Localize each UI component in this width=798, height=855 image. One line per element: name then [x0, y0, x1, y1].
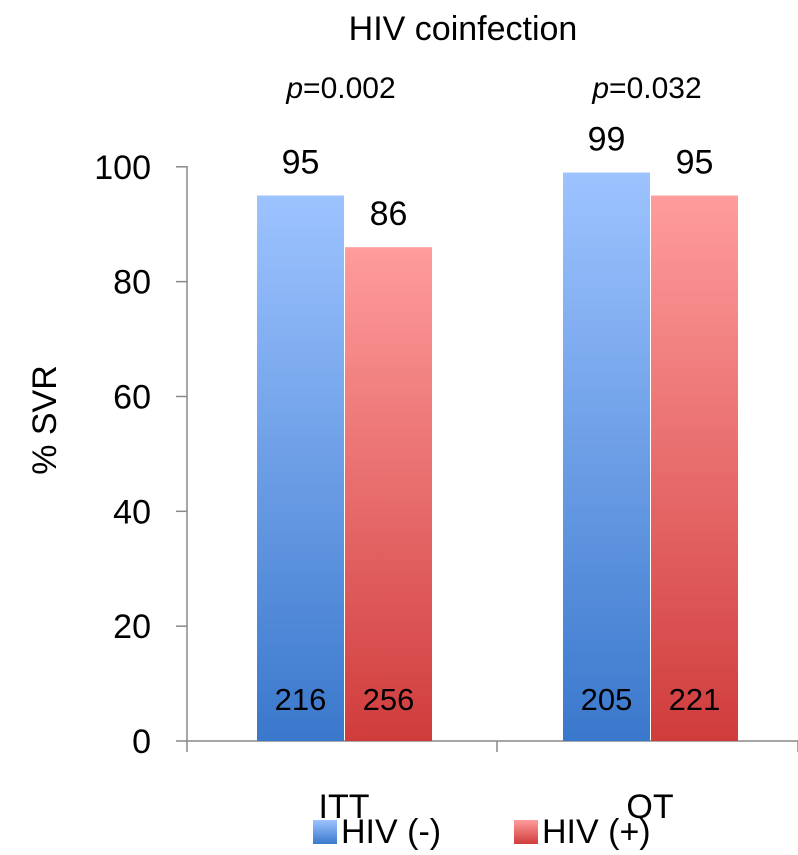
bars [257, 172, 738, 742]
y-axis-label: % SVR [26, 365, 64, 475]
bar-value-label: 99 [588, 121, 626, 159]
bar-n-label: 221 [669, 682, 721, 717]
bar-value-label: 95 [282, 144, 320, 182]
legend: HIV (-) HIV (+) [313, 813, 651, 851]
x-tick-label: OT [626, 788, 673, 826]
y-tick-label: 20 [113, 608, 151, 646]
legend-item-hiv-negative: HIV (-) [313, 813, 441, 851]
y-tick-label: 60 [113, 378, 151, 416]
y-ticks: 0 20 40 60 80 100 [94, 149, 187, 761]
labels: 95 216 86 256 p=0.002 99 205 95 221 p=0.032 [275, 72, 721, 717]
chart-title: HIV coinfection [349, 10, 578, 48]
y-tick-label: 80 [113, 264, 151, 302]
bar [345, 247, 432, 742]
y-tick-label: 40 [113, 493, 151, 531]
p-value-label: p=0.032 [591, 72, 701, 105]
bar-value-label: 95 [676, 144, 714, 182]
bar [651, 195, 738, 741]
y-tick-label: 100 [94, 149, 151, 187]
legend-item-hiv-positive: HIV (+) [514, 813, 651, 851]
bar [257, 195, 344, 741]
x-tick-label: ITT [319, 788, 370, 826]
legend-label-hiv-positive: HIV (+) [542, 813, 651, 851]
legend-label-hiv-negative: HIV (-) [341, 813, 441, 851]
bar [563, 172, 650, 742]
bar-value-label: 86 [370, 195, 408, 233]
legend-swatch-hiv-negative [313, 820, 337, 844]
bar-n-label: 205 [581, 682, 633, 717]
bar-n-label: 256 [363, 682, 415, 717]
bar-n-label: 216 [275, 682, 327, 717]
legend-swatch-hiv-positive [514, 820, 538, 844]
y-tick-label: 0 [132, 723, 151, 761]
x-ticks: ITT OT [186, 741, 798, 826]
p-value-label: p=0.002 [285, 72, 395, 105]
